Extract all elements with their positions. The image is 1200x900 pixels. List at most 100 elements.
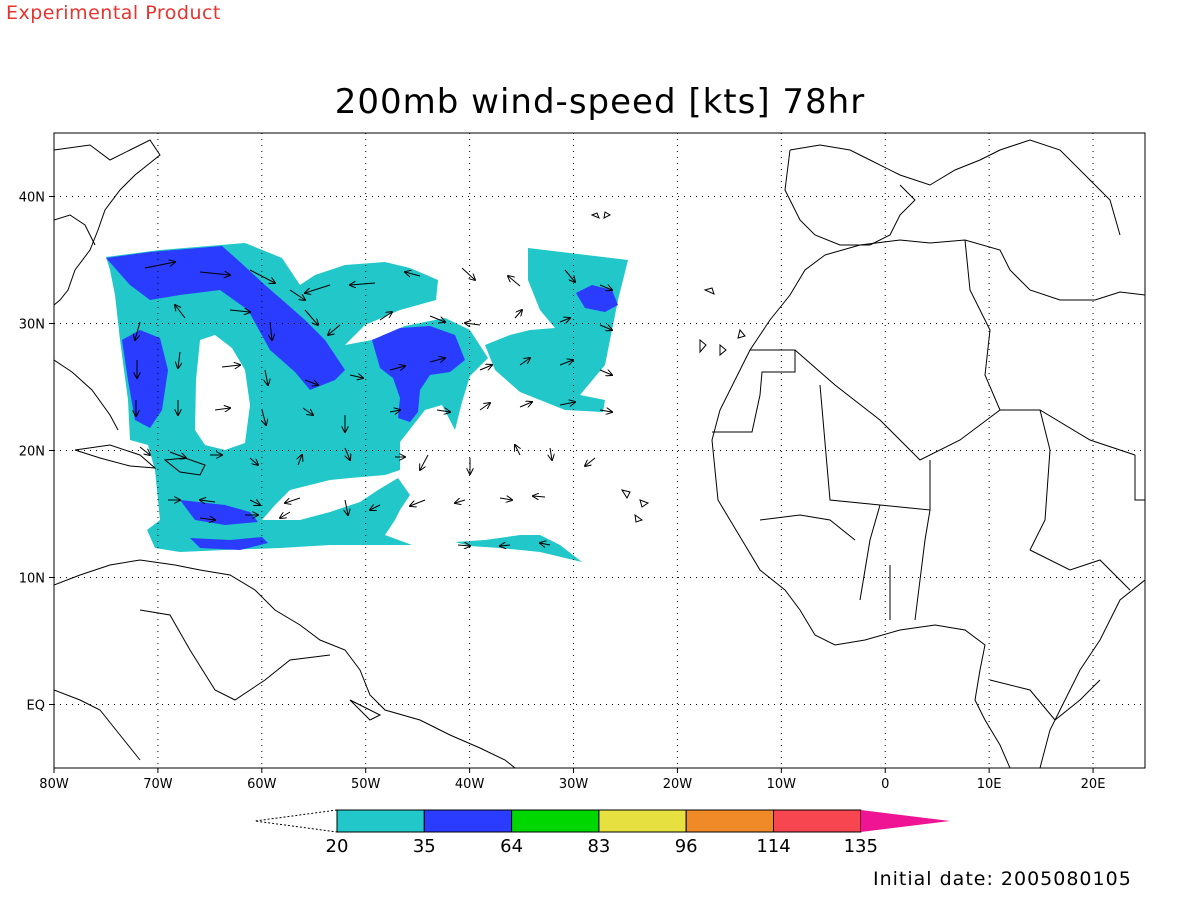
lon-tick-label: 20E	[1081, 777, 1106, 792]
wind-vector-arrow	[249, 269, 275, 283]
lon-tick-label: 50W	[351, 777, 381, 792]
wind-vector-arrow	[465, 323, 481, 325]
wind-vector-arrow	[515, 445, 520, 456]
wind-vector-arrow	[304, 379, 318, 385]
wind-vector-arrow	[533, 496, 546, 497]
colorbar-segment	[336, 809, 425, 833]
lon-tick-label: 0	[881, 777, 889, 792]
colorbar-segment	[598, 809, 687, 833]
wind-vector-arrow	[298, 455, 302, 466]
wind-vector-arrow	[499, 498, 512, 500]
wind-vector-arrow	[328, 324, 341, 335]
wind-vector-arrow	[280, 511, 291, 518]
wind-vector-arrow	[249, 500, 260, 505]
wind-vector-arrow	[350, 283, 376, 285]
wind-vector-arrow	[345, 499, 348, 515]
colorbar-segment	[423, 809, 513, 833]
wind-vector-arrow	[379, 312, 392, 321]
wind-vector-arrow	[550, 447, 552, 460]
wind-vector-arrow	[200, 500, 216, 502]
wind-vector-arrow	[599, 410, 612, 412]
wind-vector-arrow	[199, 272, 230, 275]
wind-vector-arrow	[135, 321, 141, 340]
wind-vector-arrow	[262, 409, 266, 425]
wind-vector-arrow	[389, 410, 400, 412]
lon-tick-label: 70W	[143, 777, 173, 792]
initial-date: Initial date: 2005080105	[873, 868, 1132, 890]
wind-vector-arrow	[519, 402, 532, 407]
wind-vector-arrow	[410, 499, 426, 506]
colorbar: 20 35 64 83 96 114 135	[254, 809, 950, 857]
wind-vector-arrow	[559, 402, 575, 405]
wind-vector-arrow	[214, 408, 230, 410]
colorbar-level-label: 83	[587, 836, 610, 857]
wind-vector-arrow	[229, 310, 250, 312]
wind-vector-arrow	[479, 403, 490, 411]
lon-tick-label: 80W	[39, 777, 69, 792]
map-title: 200mb wind-speed [kts] 78hr	[334, 82, 866, 122]
colorbar-segment	[685, 809, 775, 833]
wind-vector-arrow	[559, 318, 570, 322]
wind-vector-arrow	[199, 518, 215, 520]
wind-vector-arrow	[178, 351, 180, 368]
colorbar-segment	[511, 809, 600, 833]
colorbar-segment	[773, 809, 862, 833]
wind-vector-arrow	[457, 545, 470, 546]
wind-vector-arrow	[559, 360, 573, 366]
wind-vector-arrow	[270, 321, 272, 340]
wind-vector-arrow	[345, 447, 350, 460]
coastlines	[54, 139, 1145, 768]
wind-vector-arrow	[436, 410, 450, 412]
wind-vector-arrow	[540, 543, 551, 545]
wind-vector-arrow	[461, 267, 475, 280]
lon-tick-label: 20W	[663, 777, 693, 792]
wind-vector-arrow	[139, 446, 150, 455]
wind-vector-arrow	[370, 505, 381, 510]
lon-tick-label: 40W	[455, 777, 485, 792]
wind-vector-arrow	[265, 369, 268, 385]
wind-vector-arrow	[285, 497, 301, 503]
colorbar-min-triangle	[254, 809, 338, 833]
latitude-tick-labels: 40N 30N 20N 10N EQ	[19, 191, 54, 714]
wind-vector-arrow	[455, 500, 466, 503]
wind-vector-arrow	[221, 365, 240, 367]
wind-vector-arrow	[599, 285, 612, 290]
wind-vector-arrow	[429, 358, 445, 362]
wind-vector-arrow	[144, 262, 175, 269]
lon-tick-label: 10W	[767, 777, 797, 792]
wind-vector-arrow	[169, 451, 186, 458]
lon-tick-label: 10E	[977, 777, 1002, 792]
wind-vector-arrow	[302, 407, 313, 415]
wind-vector-arrow	[508, 276, 521, 287]
wind-vector-arrow	[564, 269, 575, 282]
wind-vector-arrow	[305, 284, 331, 293]
wind-shading-35-64	[106, 246, 618, 550]
wind-vector-arrow	[429, 315, 445, 322]
wind-vector-arrow	[349, 375, 363, 378]
wind-vector-arrow	[420, 454, 429, 470]
wind-vector-arrow	[519, 358, 530, 366]
colorbar-level-label: 114	[756, 836, 790, 857]
colorbar-level-label: 96	[675, 836, 698, 857]
wind-vector-arrow	[249, 457, 258, 465]
wind-vector-arrow	[599, 325, 612, 330]
colorbar-max-triangle	[860, 810, 950, 832]
lat-tick-label: 10N	[19, 572, 45, 587]
longitude-tick-labels: 80W 70W 60W 50W 40W 30W 20W 10W 0 10E 20E	[39, 768, 1105, 792]
colorbar-level-label: 135	[844, 836, 878, 857]
lon-tick-label: 30W	[559, 777, 589, 792]
colorbar-level-label: 64	[500, 836, 523, 857]
wind-vectors	[135, 262, 612, 546]
wind-vector-arrow	[304, 309, 318, 325]
experimental-product-label: Experimental Product	[6, 2, 221, 24]
lat-tick-label: EQ	[27, 699, 45, 714]
wind-vector-arrow	[405, 272, 421, 276]
wind-vector-arrow	[500, 545, 511, 546]
wind-vector-arrow	[175, 305, 186, 319]
wind-vector-arrow	[389, 366, 405, 370]
wind-vector-arrow	[479, 365, 492, 370]
wind-vector-arrow	[289, 289, 305, 300]
colorbar-level-label: 35	[413, 836, 436, 857]
wind-vector-arrow	[514, 310, 522, 319]
